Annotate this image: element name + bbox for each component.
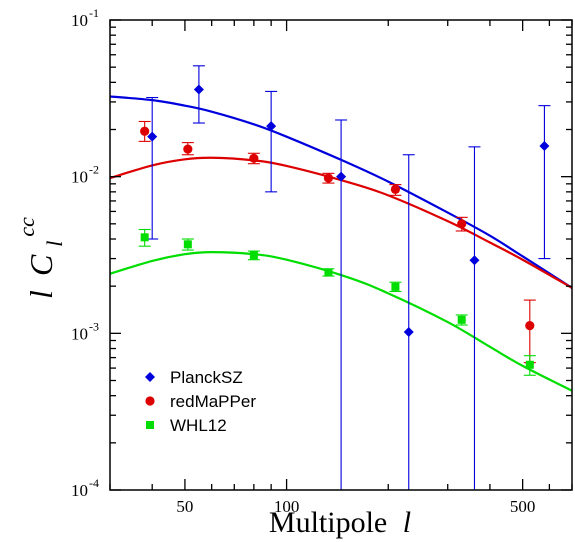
model-curve-redmapper xyxy=(110,156,572,289)
y-tick-exponent: -3 xyxy=(89,319,99,333)
y-axis-title-superscript: cc xyxy=(14,217,39,237)
y-axis-title: l C l cc xyxy=(14,217,69,299)
data-point-redmapper xyxy=(140,126,150,136)
y-tick-exponent: -4 xyxy=(89,476,99,490)
x-tick-label: 500 xyxy=(510,497,536,516)
y-tick-label: 10 xyxy=(71,168,88,187)
legend-marker-whl12 xyxy=(146,421,154,429)
model-curve-plancksz xyxy=(110,95,572,289)
legend-label-redmapper: redMaPPer xyxy=(170,392,256,411)
y-tick-exponent: -2 xyxy=(89,163,99,177)
data-point-plancksz xyxy=(469,255,480,266)
model-curves xyxy=(110,95,572,392)
x-tick-label: 100 xyxy=(274,497,300,516)
plot-frame xyxy=(109,19,573,491)
data-point-redmapper xyxy=(457,219,467,229)
data-point-redmapper xyxy=(323,173,334,183)
x-tick-label: 50 xyxy=(176,497,193,516)
error-bars xyxy=(138,65,551,490)
data-point-redmapper xyxy=(183,144,193,154)
data-point-whl12 xyxy=(183,240,192,249)
data-point-whl12 xyxy=(525,360,534,369)
legend-marker-plancksz xyxy=(145,372,155,382)
data-point-redmapper xyxy=(390,184,401,194)
x-axis-title: Multipole l xyxy=(269,506,411,539)
y-tick-label: 10 xyxy=(71,11,88,30)
data-point-plancksz xyxy=(193,84,204,95)
y-axis-title-symbol: C xyxy=(23,254,59,276)
data-point-plancksz xyxy=(147,131,158,142)
data-point-whl12 xyxy=(457,315,466,324)
legend: PlanckSZ redMaPPer WHL12 xyxy=(145,368,256,435)
y-tick-exponent: -1 xyxy=(89,6,99,20)
legend-marker-redmapper xyxy=(145,396,155,406)
y-tick-label: 10 xyxy=(71,324,88,343)
data-point-redmapper xyxy=(249,153,259,163)
data-point-plancksz xyxy=(539,140,550,151)
y-tick-label: 10 xyxy=(71,481,88,500)
data-markers xyxy=(140,84,550,369)
data-point-redmapper xyxy=(525,321,535,331)
model-curve-whl12 xyxy=(110,250,572,392)
data-point-whl12 xyxy=(391,282,400,291)
legend-label-whl12: WHL12 xyxy=(170,416,227,435)
data-point-plancksz xyxy=(403,326,414,337)
data-point-plancksz xyxy=(336,171,347,182)
data-point-whl12 xyxy=(324,268,333,277)
x-axis-title-text: Multipole xyxy=(269,506,387,539)
data-point-whl12 xyxy=(249,251,258,260)
x-axis-title-symbol: l xyxy=(403,506,411,539)
legend-label-plancksz: PlanckSZ xyxy=(170,368,243,387)
data-point-plancksz xyxy=(266,121,277,132)
y-axis-title-subscript: l xyxy=(42,241,67,247)
data-point-whl12 xyxy=(140,233,149,242)
y-axis-title-prefix: l xyxy=(23,290,59,299)
